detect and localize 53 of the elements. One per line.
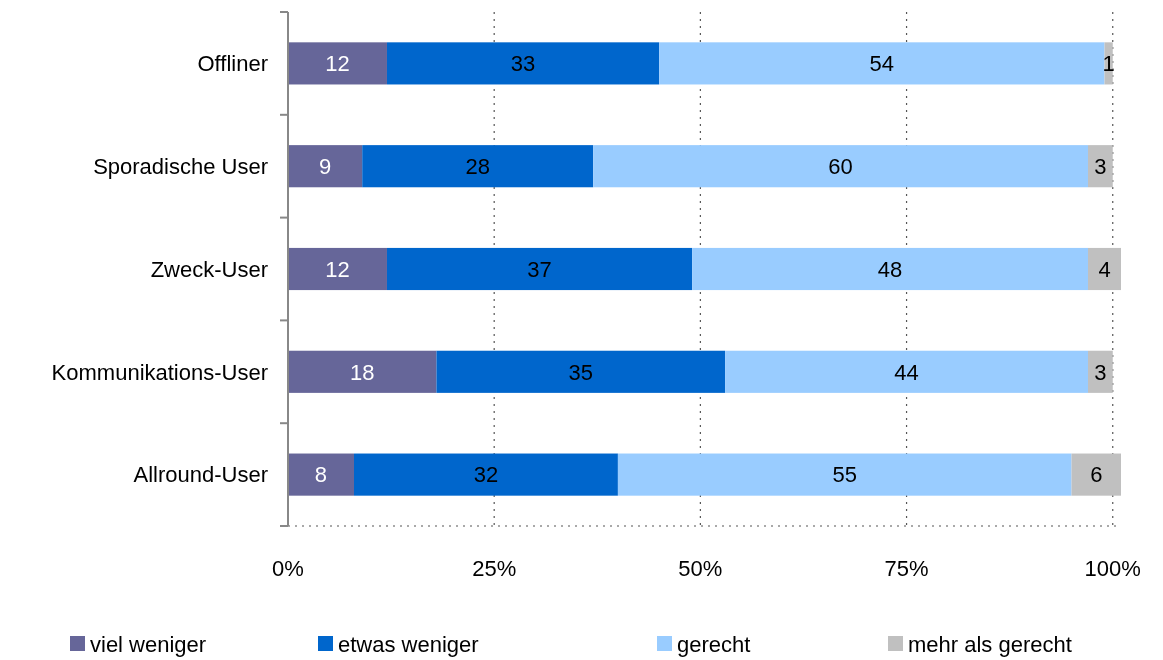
data-label: 9 <box>318 153 332 179</box>
legend-label: viel weniger <box>90 631 207 657</box>
x-tick-label: 75% <box>884 556 929 581</box>
bar <box>288 247 387 291</box>
data-label: 37 <box>527 256 552 282</box>
legend-label: mehr als gerecht <box>908 631 1072 657</box>
bar <box>386 247 693 291</box>
data-label: 32 <box>473 462 499 488</box>
data-label: 55 <box>832 462 857 488</box>
data-label: 33 <box>510 51 536 77</box>
data-label: 28 <box>465 153 490 179</box>
bar <box>659 42 1105 85</box>
bar <box>386 42 660 85</box>
y-tick-label: Sporadische User <box>93 153 268 179</box>
legend-label: etwas weniger <box>338 631 479 657</box>
bar <box>288 453 354 496</box>
data-label: 4 <box>1098 256 1111 282</box>
data-label: 3 <box>1094 359 1107 385</box>
y-tick-label: Allround-User <box>133 462 268 488</box>
bar <box>1088 247 1121 291</box>
bar <box>593 145 1089 188</box>
x-tick-label: 100% <box>1084 556 1141 581</box>
data-label: 12 <box>325 256 350 282</box>
data-label: 1 <box>1102 51 1115 77</box>
data-label: 12 <box>325 51 350 77</box>
bar <box>362 145 594 188</box>
y-tick-label: Kommunikations-User <box>51 359 268 385</box>
bar <box>725 350 1089 393</box>
bar <box>1088 145 1113 188</box>
bar <box>617 453 1072 496</box>
data-label: 54 <box>869 51 895 77</box>
data-label: 60 <box>828 153 853 179</box>
legend-label: gerecht <box>677 631 751 657</box>
data-label: 8 <box>314 462 328 488</box>
y-tick-label: Zweck-User <box>150 256 268 282</box>
y-tick-label: Offliner <box>197 51 268 77</box>
bar <box>692 247 1089 291</box>
bar <box>436 350 726 393</box>
bar <box>288 42 387 85</box>
data-label: 48 <box>877 256 903 282</box>
data-label: 18 <box>349 359 375 385</box>
data-label: 6 <box>1090 462 1103 488</box>
x-tick-label: 25% <box>472 556 517 581</box>
data-label: 44 <box>894 359 919 385</box>
bar <box>353 453 618 496</box>
bar <box>1071 453 1121 496</box>
x-tick-label: 50% <box>678 556 723 581</box>
bar <box>288 145 363 188</box>
data-label: 3 <box>1094 153 1107 179</box>
data-label: 35 <box>568 359 594 385</box>
bar <box>1088 350 1113 393</box>
bar <box>288 350 437 393</box>
x-tick-label: 0% <box>272 556 304 581</box>
